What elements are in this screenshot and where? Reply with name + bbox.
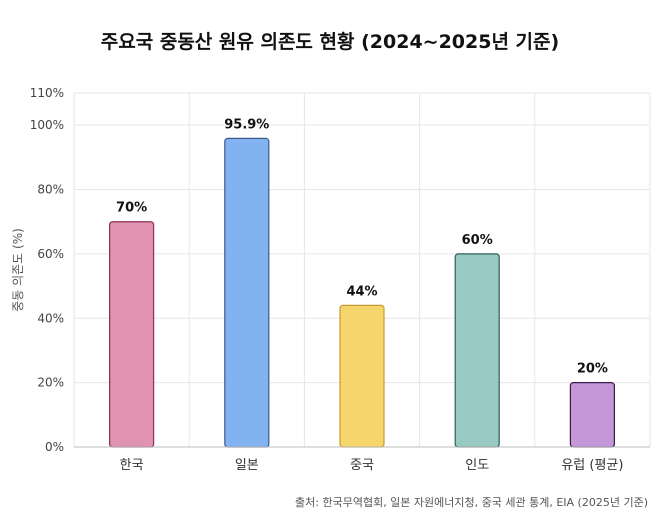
value-labels: 70% 95.9% 44% 60% 20% <box>116 117 608 376</box>
y-tick-label: 100% <box>30 118 64 132</box>
bar-value-label: 44% <box>346 284 377 299</box>
bar-value-label: 20% <box>577 362 608 377</box>
bar <box>108 221 155 448</box>
x-tick-label: 일본 <box>235 458 259 473</box>
x-tick-label: 인도 <box>465 458 489 473</box>
bar-value-label: 95.9% <box>224 117 269 132</box>
bar <box>569 382 616 448</box>
chart-title: 주요국 중동산 원유 의존도 현황 (2024~2025년 기준) <box>101 30 559 53</box>
y-tick-label: 110% <box>30 86 64 100</box>
bar-value-label: 60% <box>462 233 493 248</box>
y-axis-label: 중동 의존도 (%) <box>11 228 25 312</box>
y-tick-label: 80% <box>37 183 64 197</box>
y-axis-ticks: 0% 20% 40% 60% 80% 100% 110% <box>30 86 64 454</box>
category-labels: 한국 일본 중국 인도 유럽 (평균) <box>120 458 624 473</box>
x-tick-label: 한국 <box>120 458 144 473</box>
x-tick-label: 유럽 (평균) <box>561 458 623 473</box>
y-tick-label: 20% <box>37 376 64 390</box>
bars <box>108 137 616 448</box>
bar <box>339 304 385 448</box>
x-tick-label: 중국 <box>350 458 374 473</box>
y-tick-label: 60% <box>37 247 64 261</box>
source-note: 출처: 한국무역협회, 일본 자원에너지청, 중국 세관 통계, EIA (20… <box>295 495 648 509</box>
bar <box>454 253 500 448</box>
y-tick-label: 40% <box>37 311 64 325</box>
y-tick-label: 0% <box>45 440 64 454</box>
bar-value-label: 70% <box>116 201 147 216</box>
bar <box>224 137 270 448</box>
vertical-gridlines <box>73 93 651 447</box>
